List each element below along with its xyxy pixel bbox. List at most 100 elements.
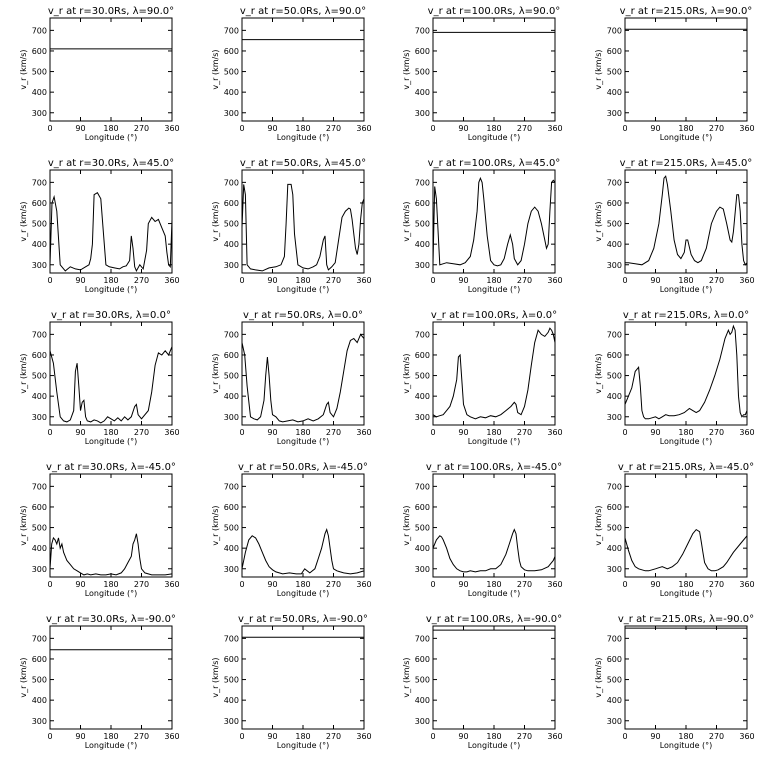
y-tick-label: 700 <box>607 634 622 643</box>
x-axis-label: Longitude (°) <box>660 589 713 598</box>
y-tick-label: 600 <box>32 351 47 360</box>
x-tick-label: 0 <box>622 276 627 285</box>
x-tick-label: 0 <box>47 124 52 133</box>
y-tick-label: 500 <box>607 676 622 685</box>
x-tick-label: 0 <box>622 580 627 589</box>
x-tick-label: 90 <box>75 428 85 437</box>
x-tick-label: 360 <box>739 732 754 741</box>
series-line <box>625 528 747 572</box>
x-tick-label: 270 <box>709 124 724 133</box>
x-tick-label: 0 <box>239 580 244 589</box>
y-tick-label: 500 <box>607 220 622 229</box>
x-tick-label: 360 <box>164 580 179 589</box>
x-tick-label: 360 <box>547 276 562 285</box>
y-tick-label: 400 <box>415 88 430 97</box>
y-tick-label: 500 <box>32 68 47 77</box>
chart-panel-11: v_r at r=215.0Rs, λ=0.0° 0 90 180 270 360 300 4… <box>594 310 755 446</box>
x-tick-label: 360 <box>164 732 179 741</box>
x-axis-label: Longitude (°) <box>277 285 330 294</box>
panel-title: v_r at r=30.0Rs, λ=-90.0° <box>46 614 176 625</box>
x-tick-label: 0 <box>430 124 435 133</box>
x-tick-label: 270 <box>134 580 149 589</box>
x-tick-label: 90 <box>267 276 277 285</box>
y-tick-label: 600 <box>607 47 622 56</box>
x-axis-label: Longitude (°) <box>85 437 138 446</box>
y-tick-label: 400 <box>415 696 430 705</box>
x-tick-label: 360 <box>356 276 371 285</box>
y-tick-label: 700 <box>224 330 239 339</box>
x-tick-label: 90 <box>650 428 660 437</box>
x-tick-label: 360 <box>164 428 179 437</box>
x-tick-label: 90 <box>75 580 85 589</box>
panel-title: v_r at r=100.0Rs, λ=-90.0° <box>426 614 562 625</box>
x-tick-label: 360 <box>547 428 562 437</box>
chart-panel-7: v_r at r=215.0Rs, λ=45.0° 0 90 180 270 360 300… <box>594 158 755 294</box>
x-tick-label: 90 <box>75 124 85 133</box>
chart-panel-16: v_r at r=30.0Rs, λ=-90.0° 0 90 180 270 360 300… <box>19 614 180 750</box>
y-tick-label: 500 <box>415 676 430 685</box>
y-tick-label: 400 <box>224 696 239 705</box>
y-tick-label: 500 <box>224 524 239 533</box>
x-tick-label: 0 <box>622 732 627 741</box>
y-axis-label: v_r (km/s) <box>19 505 28 545</box>
panel-title: v_r at r=50.0Rs, λ=0.0° <box>243 310 363 321</box>
y-tick-label: 400 <box>224 392 239 401</box>
y-tick-label: 400 <box>415 392 430 401</box>
y-tick-label: 600 <box>415 47 430 56</box>
y-axis-label: v_r (km/s) <box>19 49 28 89</box>
x-tick-label: 90 <box>267 124 277 133</box>
y-tick-label: 600 <box>32 199 47 208</box>
y-axis-label: v_r (km/s) <box>211 353 220 393</box>
x-tick-label: 270 <box>517 732 532 741</box>
chart-panel-2: v_r at r=100.0Rs, λ=90.0° 0 90 180 270 360 300… <box>402 6 563 142</box>
y-tick-label: 700 <box>32 482 47 491</box>
panel-title: v_r at r=50.0Rs, λ=45.0° <box>240 158 366 169</box>
y-tick-label: 400 <box>607 544 622 553</box>
x-tick-label: 0 <box>622 124 627 133</box>
x-tick-label: 270 <box>326 276 341 285</box>
x-tick-label: 90 <box>650 124 660 133</box>
y-axis-label: v_r (km/s) <box>402 49 411 89</box>
x-tick-label: 180 <box>678 428 693 437</box>
y-tick-label: 700 <box>32 178 47 187</box>
x-axis-label: Longitude (°) <box>277 133 330 142</box>
chart-panel-3: v_r at r=215.0Rs, λ=90.0° 0 90 180 270 360 300… <box>594 6 755 142</box>
chart-panel-17: v_r at r=50.0Rs, λ=-90.0° 0 90 180 270 360 300… <box>211 614 372 750</box>
x-tick-label: 180 <box>295 276 310 285</box>
x-tick-label: 360 <box>739 428 754 437</box>
y-tick-label: 300 <box>32 413 47 422</box>
y-tick-label: 700 <box>415 330 430 339</box>
x-tick-label: 270 <box>709 732 724 741</box>
x-tick-label: 90 <box>650 276 660 285</box>
y-tick-label: 500 <box>607 524 622 533</box>
y-tick-label: 600 <box>607 503 622 512</box>
y-tick-label: 700 <box>415 634 430 643</box>
x-axis-label: Longitude (°) <box>468 741 521 750</box>
y-tick-label: 500 <box>32 676 47 685</box>
x-tick-label: 270 <box>134 124 149 133</box>
y-tick-label: 300 <box>224 413 239 422</box>
x-tick-label: 270 <box>517 124 532 133</box>
y-tick-label: 700 <box>224 482 239 491</box>
plot-frame <box>624 17 748 122</box>
y-tick-label: 500 <box>32 220 47 229</box>
x-tick-label: 360 <box>547 124 562 133</box>
series-line <box>242 183 364 272</box>
y-tick-label: 500 <box>224 220 239 229</box>
panel-title: v_r at r=215.0Rs, λ=0.0° <box>623 310 749 321</box>
x-tick-label: 0 <box>430 428 435 437</box>
x-tick-label: 180 <box>486 276 501 285</box>
y-tick-label: 400 <box>607 240 622 249</box>
y-tick-label: 600 <box>415 503 430 512</box>
chart-panel-6: v_r at r=100.0Rs, λ=45.0° 0 90 180 270 360 300… <box>402 158 563 294</box>
y-axis-label: v_r (km/s) <box>402 353 411 393</box>
panel-title: v_r at r=215.0Rs, λ=-90.0° <box>618 614 754 625</box>
x-tick-label: 180 <box>103 580 118 589</box>
series-line <box>242 333 364 423</box>
plot-frame <box>624 169 748 274</box>
y-tick-label: 500 <box>32 524 47 533</box>
x-tick-label: 360 <box>356 124 371 133</box>
panel-title: v_r at r=100.0Rs, λ=45.0° <box>428 158 561 169</box>
plot-frame <box>241 625 365 730</box>
